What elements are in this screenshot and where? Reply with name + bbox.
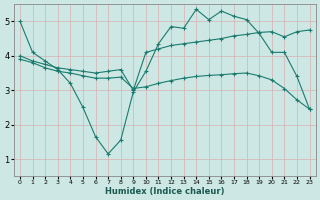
X-axis label: Humidex (Indice chaleur): Humidex (Indice chaleur) (105, 187, 225, 196)
